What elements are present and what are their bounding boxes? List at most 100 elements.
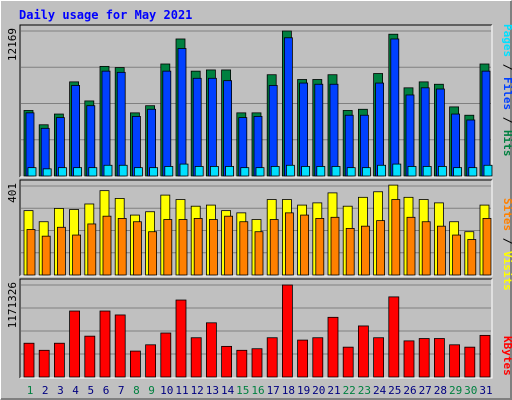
day-label-4: 4 [72,384,79,397]
bar-sites-day-4 [72,234,81,276]
hits-ymax-label: 12169 [6,28,19,61]
bar-pages-day-8 [133,167,143,177]
day-label-8: 8 [133,384,140,397]
bar-sites-day-13 [208,219,218,276]
bar-sites-day-7 [117,218,127,276]
bar-sites-day-2 [41,235,51,276]
bar-files-day-26 [405,94,415,177]
day-label-10: 10 [160,384,173,397]
bar-files-day-22 [344,114,354,177]
day-label-27: 27 [419,384,432,397]
bar-files-day-4 [71,85,80,177]
bar-files-day-5 [86,105,96,177]
bar-pages-day-29 [453,167,463,177]
bar-kbytes-day-22 [342,346,354,378]
bar-sites-day-12 [193,218,203,276]
legend-pages: Pages [501,24,512,57]
bar-sites-day-20 [315,218,325,276]
day-label-15: 15 [236,384,249,397]
day-label-11: 11 [175,384,188,397]
day-label-12: 12 [191,384,204,397]
day-label-9: 9 [148,384,155,397]
bar-pages-day-10 [164,166,174,177]
day-label-19: 19 [297,384,310,397]
bar-kbytes-day-9 [145,344,157,378]
bar-sites-day-18 [284,212,294,276]
bar-kbytes-day-27 [418,338,430,378]
bar-sites-day-8 [132,221,142,276]
bar-files-day-27 [420,87,430,177]
day-label-14: 14 [221,384,235,397]
bar-files-day-8 [131,116,141,177]
bar-kbytes-day-6 [99,310,111,378]
bar-sites-day-6 [102,215,112,276]
bar-kbytes-day-19 [297,339,309,378]
day-label-6: 6 [103,384,110,397]
bar-sites-day-23 [360,225,370,276]
bar-kbytes-day-26 [403,340,415,378]
bar-files-day-12 [192,77,202,177]
bar-kbytes-day-18 [281,284,293,378]
bar-pages-day-13 [209,166,219,177]
bar-pages-day-9 [149,167,159,177]
bar-kbytes-day-14 [221,345,233,378]
bar-kbytes-day-23 [357,325,369,378]
bar-files-day-6 [101,70,111,177]
bar-files-day-31 [481,70,491,177]
bar-kbytes-day-3 [54,342,65,378]
bar-pages-day-20 [316,166,326,177]
bar-pages-day-4 [73,167,82,177]
bar-files-day-13 [207,77,217,177]
day-label-21: 21 [327,384,340,397]
day-label-13: 13 [206,384,219,397]
bar-sites-day-16 [254,231,264,276]
bar-pages-day-3 [58,167,67,177]
bar-pages-day-12 [194,166,204,177]
bar-pages-day-2 [42,168,52,177]
bar-pages-day-19 [301,166,311,177]
day-label-16: 16 [251,384,264,397]
bar-kbytes-day-2 [38,349,50,378]
day-label-2: 2 [42,384,49,397]
bar-kbytes-day-29 [449,344,461,378]
bar-files-day-29 [451,113,461,177]
visits-ymax-label: 401 [6,183,19,203]
chart-title: Daily usage for May 2021 [19,8,192,22]
bar-kbytes-day-15 [236,349,248,378]
bar-kbytes-day-31 [479,334,491,378]
kbytes-panel: 1171326 KBytes [6,278,512,379]
bar-pages-day-7 [118,164,128,177]
bar-files-day-23 [359,114,369,177]
middle-legend: Sites / Visits [501,198,512,291]
bar-kbytes-day-1 [23,342,35,378]
day-label-5: 5 [87,384,94,397]
bar-pages-day-14 [225,166,235,177]
bar-pages-day-27 [422,166,432,177]
visits-sites-panel: 401 Sites / Visits [6,179,512,291]
bar-kbytes-day-10 [160,332,172,378]
bar-kbytes-day-20 [312,337,324,378]
bar-sites-day-30 [467,239,477,276]
bar-files-day-16 [253,116,263,177]
bar-sites-day-25 [391,199,401,276]
bar-sites-day-17 [269,219,279,276]
bar-sites-day-31 [482,218,492,276]
bar-kbytes-day-13 [205,322,217,378]
bar-files-day-7 [116,71,126,177]
bar-pages-day-6 [103,164,113,177]
bar-kbytes-day-4 [69,310,80,378]
bar-files-day-14 [223,80,233,177]
legend-visits: Visits [501,251,512,291]
day-label-1: 1 [27,384,34,397]
legend-kbytes: KBytes [501,336,512,376]
day-label-18: 18 [282,384,295,397]
bar-kbytes-day-5 [84,335,96,378]
bar-sites-day-22 [345,227,355,276]
legend-files: Files [501,77,512,110]
bar-kbytes-day-16 [251,348,263,378]
bar-sites-day-11 [178,219,188,276]
bar-sites-day-1 [26,229,36,276]
bar-sites-day-5 [87,223,97,276]
hits-files-pages-panel: 12169 Pages / Files / Hits [6,24,512,178]
bar-pages-day-15 [240,167,250,177]
